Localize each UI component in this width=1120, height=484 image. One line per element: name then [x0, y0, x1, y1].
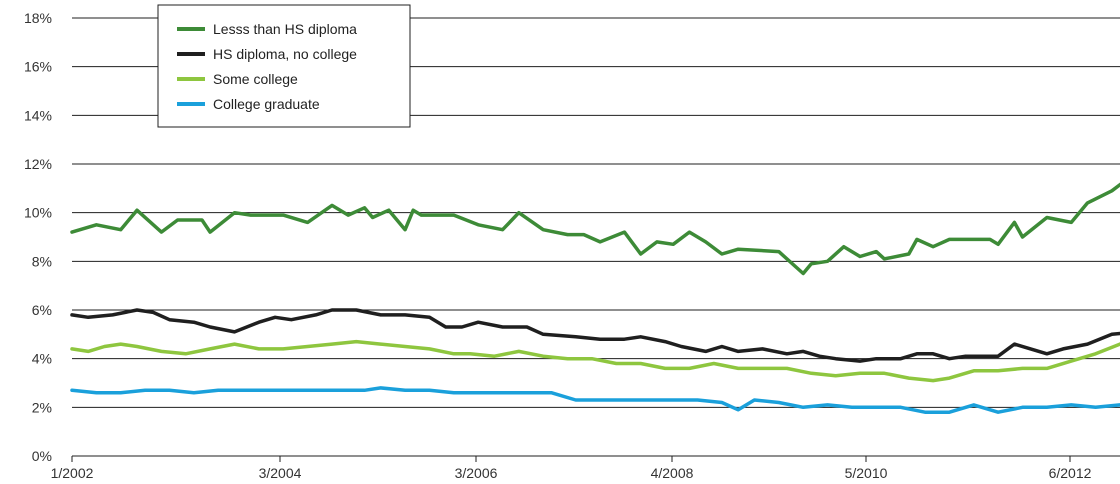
legend-label: Some college	[213, 71, 298, 87]
y-axis-ticks: 0% 2% 4% 6% 8% 10% 12% 14% 16% 18%	[24, 10, 52, 464]
series-line-2	[70, 339, 1120, 383]
y-tick-label: 8%	[32, 253, 52, 269]
series-line-3	[70, 386, 1120, 414]
series-line-0	[70, 182, 1120, 276]
y-tick-label: 10%	[24, 205, 52, 221]
series-line-1	[70, 308, 1120, 363]
series-lines	[70, 182, 1120, 414]
y-tick-label: 0%	[32, 448, 52, 464]
x-axis-ticks: 1/2002 3/2004 3/2006 4/2008 5/2010 6/2012	[51, 456, 1092, 481]
x-tick-label: 6/2012	[1049, 465, 1092, 481]
y-tick-label: 6%	[32, 302, 52, 318]
legend: Lesss than HS diploma HS diploma, no coll…	[157, 4, 411, 128]
x-tick-label: 4/2008	[651, 465, 694, 481]
x-tick-label: 1/2002	[51, 465, 94, 481]
legend-box	[157, 4, 411, 128]
legend-label: Lesss than HS diploma	[213, 21, 357, 37]
y-tick-label: 16%	[24, 59, 52, 75]
y-tick-label: 14%	[24, 107, 52, 123]
y-tick-label: 4%	[32, 351, 52, 367]
x-tick-label: 3/2006	[455, 465, 498, 481]
legend-label: HS diploma, no college	[213, 46, 357, 62]
x-tick-label: 5/2010	[845, 465, 888, 481]
gridlines	[72, 17, 1120, 457]
y-tick-label: 12%	[24, 156, 52, 172]
legend-label: College graduate	[213, 96, 320, 112]
y-tick-label: 18%	[24, 10, 52, 26]
y-tick-label: 2%	[32, 399, 52, 415]
x-tick-label: 3/2004	[259, 465, 302, 481]
